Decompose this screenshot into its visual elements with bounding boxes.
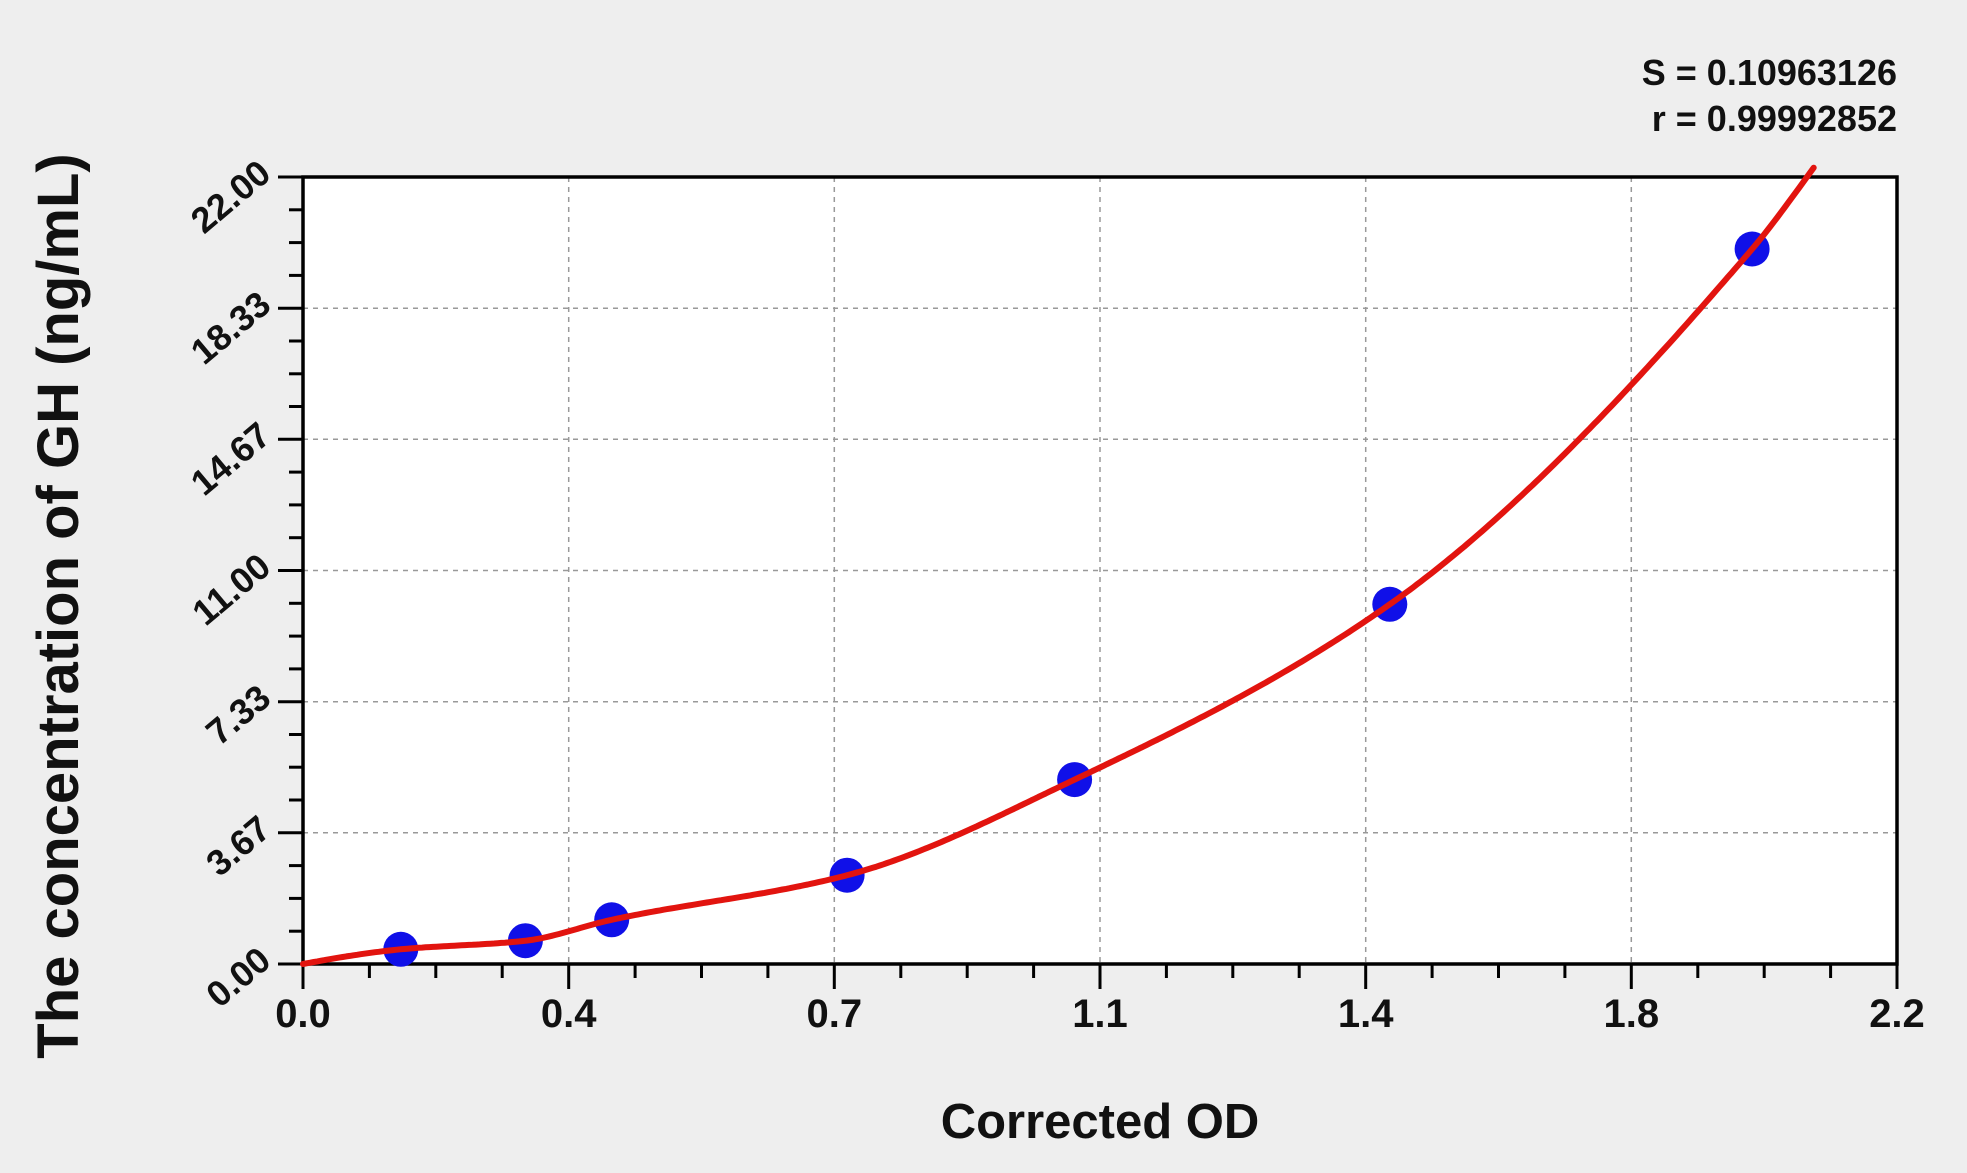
svg-text:1.8: 1.8 [1603,992,1659,1036]
svg-text:Corrected OD: Corrected OD [941,1095,1260,1149]
svg-text:0.4: 0.4 [541,992,597,1036]
svg-text:S = 0.10963126: S = 0.10963126 [1642,52,1897,93]
svg-text:1.1: 1.1 [1072,992,1128,1036]
svg-text:r = 0.99992852: r = 0.99992852 [1652,98,1897,139]
svg-text:1.4: 1.4 [1338,992,1394,1036]
svg-text:0.0: 0.0 [275,992,331,1036]
svg-text:0.7: 0.7 [806,992,862,1036]
svg-text:2.2: 2.2 [1869,992,1925,1036]
svg-text:The concentration of GH (ng/mL: The concentration of GH (ng/mL) [26,153,91,1058]
